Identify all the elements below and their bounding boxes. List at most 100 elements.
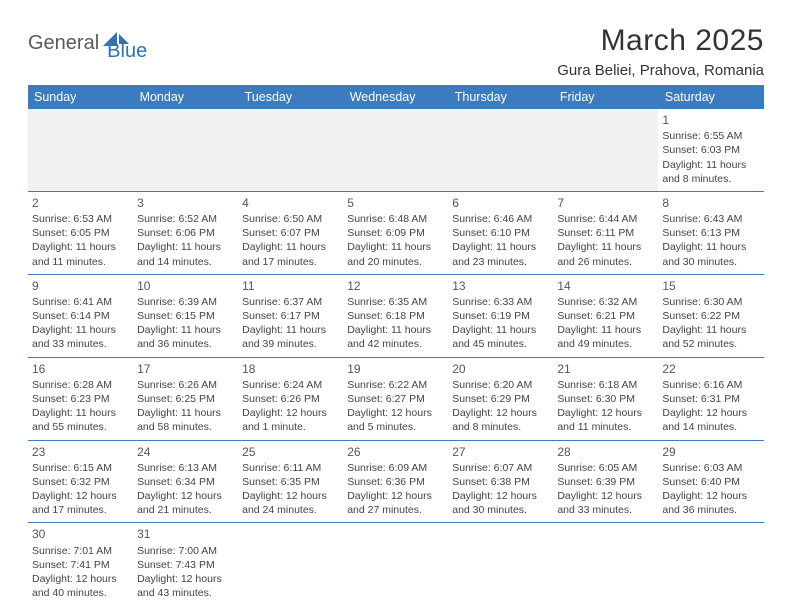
weekday-header: Tuesday: [238, 85, 343, 109]
sunrise-text: Sunrise: 6:15 AM: [32, 461, 129, 475]
day-number: 23: [32, 444, 129, 460]
calendar-cell: 10Sunrise: 6:39 AMSunset: 6:15 PMDayligh…: [133, 274, 238, 357]
sunset-text: Sunset: 7:43 PM: [137, 558, 234, 572]
calendar-cell: 19Sunrise: 6:22 AMSunset: 6:27 PMDayligh…: [343, 357, 448, 440]
day-number: 30: [32, 526, 129, 542]
daylight-text-2: and 17 minutes.: [32, 503, 129, 517]
calendar-cell: 31Sunrise: 7:00 AMSunset: 7:43 PMDayligh…: [133, 523, 238, 605]
daylight-text-2: and 14 minutes.: [662, 420, 759, 434]
daylight-text-2: and 5 minutes.: [347, 420, 444, 434]
calendar-cell: 18Sunrise: 6:24 AMSunset: 6:26 PMDayligh…: [238, 357, 343, 440]
calendar-cell: 1Sunrise: 6:55 AMSunset: 6:03 PMDaylight…: [658, 109, 763, 191]
daylight-text-2: and 11 minutes.: [557, 420, 654, 434]
calendar-cell: [343, 523, 448, 605]
day-number: 16: [32, 361, 129, 377]
calendar-cell: 14Sunrise: 6:32 AMSunset: 6:21 PMDayligh…: [553, 274, 658, 357]
daylight-text: Daylight: 11 hours: [452, 323, 549, 337]
daylight-text: Daylight: 11 hours: [32, 323, 129, 337]
sunrise-text: Sunrise: 6:20 AM: [452, 378, 549, 392]
day-number: 15: [662, 278, 759, 294]
daylight-text-2: and 39 minutes.: [242, 337, 339, 351]
calendar-cell: 13Sunrise: 6:33 AMSunset: 6:19 PMDayligh…: [448, 274, 553, 357]
sunrise-text: Sunrise: 6:11 AM: [242, 461, 339, 475]
day-number: 11: [242, 278, 339, 294]
sunrise-text: Sunrise: 6:09 AM: [347, 461, 444, 475]
calendar-cell: 2Sunrise: 6:53 AMSunset: 6:05 PMDaylight…: [28, 191, 133, 274]
sunrise-text: Sunrise: 6:18 AM: [557, 378, 654, 392]
calendar-row: 1Sunrise: 6:55 AMSunset: 6:03 PMDaylight…: [28, 109, 764, 191]
daylight-text: Daylight: 11 hours: [137, 406, 234, 420]
day-number: 13: [452, 278, 549, 294]
sunrise-text: Sunrise: 6:44 AM: [557, 212, 654, 226]
day-number: 18: [242, 361, 339, 377]
daylight-text-2: and 30 minutes.: [662, 255, 759, 269]
calendar-cell: 21Sunrise: 6:18 AMSunset: 6:30 PMDayligh…: [553, 357, 658, 440]
sunset-text: Sunset: 6:09 PM: [347, 226, 444, 240]
calendar-cell: 22Sunrise: 6:16 AMSunset: 6:31 PMDayligh…: [658, 357, 763, 440]
daylight-text: Daylight: 11 hours: [662, 240, 759, 254]
calendar-cell: [448, 109, 553, 191]
calendar-cell: 23Sunrise: 6:15 AMSunset: 6:32 PMDayligh…: [28, 440, 133, 523]
sunrise-text: Sunrise: 6:07 AM: [452, 461, 549, 475]
sunset-text: Sunset: 6:36 PM: [347, 475, 444, 489]
daylight-text: Daylight: 12 hours: [347, 406, 444, 420]
day-number: 4: [242, 195, 339, 211]
sunrise-text: Sunrise: 6:33 AM: [452, 295, 549, 309]
daylight-text-2: and 40 minutes.: [32, 586, 129, 600]
sunrise-text: Sunrise: 6:05 AM: [557, 461, 654, 475]
sunset-text: Sunset: 6:35 PM: [242, 475, 339, 489]
sunrise-text: Sunrise: 6:30 AM: [662, 295, 759, 309]
header: General Blue March 2025 Gura Beliei, Pra…: [28, 24, 764, 79]
daylight-text-2: and 14 minutes.: [137, 255, 234, 269]
daylight-text-2: and 55 minutes.: [32, 420, 129, 434]
sunrise-text: Sunrise: 6:28 AM: [32, 378, 129, 392]
daylight-text-2: and 33 minutes.: [557, 503, 654, 517]
calendar-cell: 7Sunrise: 6:44 AMSunset: 6:11 PMDaylight…: [553, 191, 658, 274]
calendar-cell: 17Sunrise: 6:26 AMSunset: 6:25 PMDayligh…: [133, 357, 238, 440]
calendar-cell: 26Sunrise: 6:09 AMSunset: 6:36 PMDayligh…: [343, 440, 448, 523]
sunrise-text: Sunrise: 7:00 AM: [137, 544, 234, 558]
daylight-text: Daylight: 12 hours: [242, 406, 339, 420]
day-number: 14: [557, 278, 654, 294]
sunset-text: Sunset: 6:11 PM: [557, 226, 654, 240]
sunrise-text: Sunrise: 6:22 AM: [347, 378, 444, 392]
day-number: 27: [452, 444, 549, 460]
day-number: 28: [557, 444, 654, 460]
daylight-text: Daylight: 11 hours: [662, 323, 759, 337]
daylight-text-2: and 17 minutes.: [242, 255, 339, 269]
calendar-cell: 29Sunrise: 6:03 AMSunset: 6:40 PMDayligh…: [658, 440, 763, 523]
sunset-text: Sunset: 6:18 PM: [347, 309, 444, 323]
daylight-text: Daylight: 11 hours: [452, 240, 549, 254]
sunset-text: Sunset: 6:15 PM: [137, 309, 234, 323]
daylight-text: Daylight: 11 hours: [347, 240, 444, 254]
calendar-cell: [238, 109, 343, 191]
sunset-text: Sunset: 6:19 PM: [452, 309, 549, 323]
sunset-text: Sunset: 6:39 PM: [557, 475, 654, 489]
daylight-text-2: and 1 minute.: [242, 420, 339, 434]
day-number: 6: [452, 195, 549, 211]
daylight-text: Daylight: 11 hours: [557, 323, 654, 337]
daylight-text-2: and 24 minutes.: [242, 503, 339, 517]
sunset-text: Sunset: 6:26 PM: [242, 392, 339, 406]
calendar-row: 2Sunrise: 6:53 AMSunset: 6:05 PMDaylight…: [28, 191, 764, 274]
calendar-cell: 12Sunrise: 6:35 AMSunset: 6:18 PMDayligh…: [343, 274, 448, 357]
daylight-text: Daylight: 11 hours: [557, 240, 654, 254]
daylight-text-2: and 45 minutes.: [452, 337, 549, 351]
weekday-header: Thursday: [448, 85, 553, 109]
day-number: 8: [662, 195, 759, 211]
calendar-cell: 4Sunrise: 6:50 AMSunset: 6:07 PMDaylight…: [238, 191, 343, 274]
sunset-text: Sunset: 6:25 PM: [137, 392, 234, 406]
day-number: 2: [32, 195, 129, 211]
sunrise-text: Sunrise: 6:55 AM: [662, 129, 759, 143]
calendar-row: 23Sunrise: 6:15 AMSunset: 6:32 PMDayligh…: [28, 440, 764, 523]
daylight-text: Daylight: 12 hours: [557, 489, 654, 503]
calendar-cell: 30Sunrise: 7:01 AMSunset: 7:41 PMDayligh…: [28, 523, 133, 605]
daylight-text: Daylight: 11 hours: [137, 240, 234, 254]
calendar-body: 1Sunrise: 6:55 AMSunset: 6:03 PMDaylight…: [28, 109, 764, 605]
sunrise-text: Sunrise: 6:37 AM: [242, 295, 339, 309]
daylight-text-2: and 20 minutes.: [347, 255, 444, 269]
calendar-cell: [133, 109, 238, 191]
sunset-text: Sunset: 6:27 PM: [347, 392, 444, 406]
sunset-text: Sunset: 6:22 PM: [662, 309, 759, 323]
daylight-text-2: and 11 minutes.: [32, 255, 129, 269]
